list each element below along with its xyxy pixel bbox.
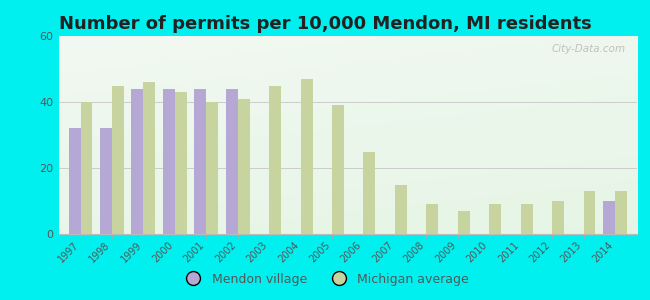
Bar [521,204,532,234]
Bar [194,89,206,234]
Bar [552,201,564,234]
Bar [395,184,407,234]
Bar [163,89,175,234]
Bar [175,92,187,234]
Bar [68,128,81,234]
Bar [489,204,501,234]
Bar [81,102,92,234]
Bar [363,152,376,234]
Bar [603,201,615,234]
Bar [226,89,238,234]
Bar [100,128,112,234]
Text: Number of permits per 10,000 Mendon, MI residents: Number of permits per 10,000 Mendon, MI … [58,15,592,33]
Bar [584,191,595,234]
Bar [332,105,344,234]
Bar [112,85,124,234]
Bar [144,82,155,234]
Bar [300,79,313,234]
Legend: Mendon village, Michigan average: Mendon village, Michigan average [176,268,474,291]
Bar [206,102,218,234]
Bar [426,204,438,234]
Bar [458,211,470,234]
Bar [131,89,144,234]
Text: City-Data.com: City-Data.com [551,44,625,54]
Bar [269,85,281,234]
Bar [615,191,627,234]
Bar [238,99,250,234]
